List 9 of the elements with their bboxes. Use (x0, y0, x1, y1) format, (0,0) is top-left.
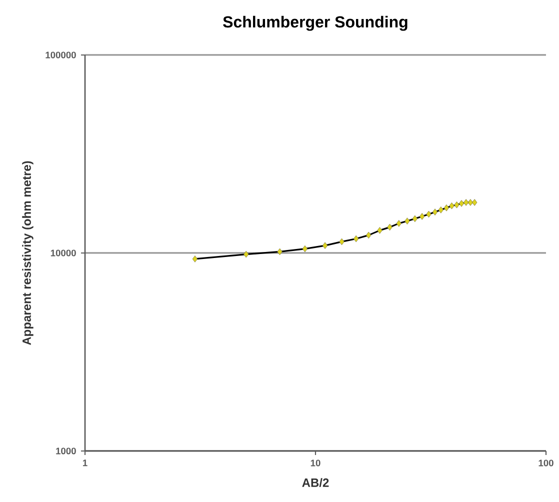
y-tick-label: 100000 (46, 52, 76, 58)
y-tick-label: 10000 (50, 250, 76, 256)
x-axis-title: AB/2 (302, 478, 329, 488)
x-tick-label: 1 (83, 460, 88, 466)
x-tick-label: 100 (538, 460, 554, 466)
x-tick-label: 10 (310, 460, 320, 466)
chart-title: Schlumberger Sounding (223, 16, 408, 31)
y-tick-label: 1000 (56, 448, 76, 454)
y-axis-title: Apparent resistivity (ohm metre) (22, 161, 34, 346)
